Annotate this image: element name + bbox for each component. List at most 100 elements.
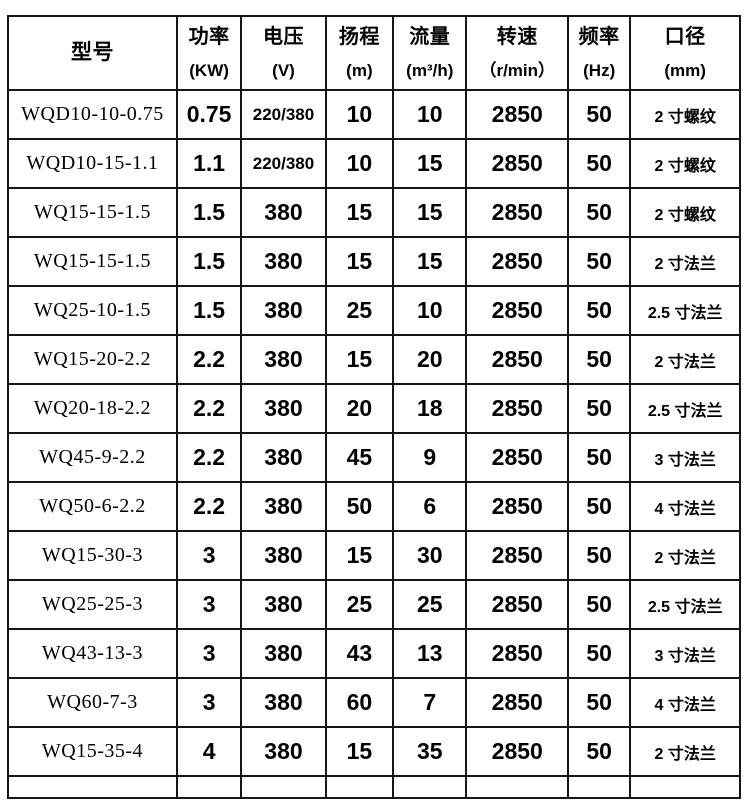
cell-speed: 2850: [465, 432, 570, 483]
col-header-flow: 流量 (m³/h): [392, 15, 468, 91]
cell-power: 1.5: [175, 236, 243, 287]
cell-voltage: 380: [240, 383, 327, 434]
col-header-label: 频率: [578, 26, 620, 49]
cell-empty: [567, 775, 632, 799]
cell-speed: 2850: [465, 236, 570, 287]
cell-frequency: 50: [567, 677, 632, 728]
table-row: WQ15-35-4 4 380 15 35 2850 50 2 寸法兰: [7, 726, 741, 777]
cell-speed: 2850: [465, 677, 570, 728]
cell-caliber: 2.5 寸法兰: [629, 285, 741, 336]
cell-power: 1.5: [175, 285, 243, 336]
cell-speed: 2850: [465, 530, 570, 581]
cell-speed: 2850: [465, 334, 570, 385]
cell-flow: 10: [392, 89, 468, 140]
cell-caliber: 2 寸螺纹: [629, 89, 741, 140]
cell-model: WQ15-15-1.5: [7, 187, 178, 238]
table-row: WQD10-15-1.1 1.1 220/380 10 15 2850 50 2 寸螺纹: [7, 138, 741, 189]
cell-model: WQ60-7-3: [7, 677, 178, 728]
cell-head: 15: [324, 334, 395, 385]
cell-power: 3: [175, 677, 243, 728]
cell-power: 2.2: [175, 334, 243, 385]
cell-head: 50: [324, 481, 395, 532]
cell-flow: 15: [392, 138, 468, 189]
cell-speed: 2850: [465, 481, 570, 532]
cell-frequency: 50: [567, 383, 632, 434]
cell-power: 2.2: [175, 383, 243, 434]
cell-power: 3: [175, 579, 243, 630]
cell-power: 2.2: [175, 432, 243, 483]
cell-head: 15: [324, 187, 395, 238]
cell-flow: 18: [392, 383, 468, 434]
cell-caliber: 4 寸法兰: [629, 677, 741, 728]
cell-caliber: 2.5 寸法兰: [629, 383, 741, 434]
cell-caliber: 2 寸螺纹: [629, 138, 741, 189]
cell-frequency: 50: [567, 579, 632, 630]
col-header-label: 电压: [262, 26, 304, 49]
cell-flow: 35: [392, 726, 468, 777]
cell-voltage: 380: [240, 187, 327, 238]
table-row: WQ25-10-1.5 1.5 380 25 10 2850 50 2.5 寸法兰: [7, 285, 741, 336]
col-header-label: 口径: [664, 26, 706, 49]
cell-frequency: 50: [567, 138, 632, 189]
table-row-partial: [7, 775, 741, 799]
cell-voltage: 380: [240, 579, 327, 630]
table-row: WQ15-15-1.5 1.5 380 15 15 2850 50 2 寸法兰: [7, 236, 741, 287]
col-header-unit: (Hz): [583, 60, 616, 80]
cell-frequency: 50: [567, 726, 632, 777]
cell-head: 45: [324, 432, 395, 483]
cell-speed: 2850: [465, 579, 570, 630]
cell-speed: 2850: [465, 726, 570, 777]
cell-flow: 9: [392, 432, 468, 483]
cell-head: 15: [324, 726, 395, 777]
cell-frequency: 50: [567, 187, 632, 238]
cell-speed: 2850: [465, 285, 570, 336]
col-header-head: 扬程 (m): [324, 15, 395, 91]
cell-flow: 20: [392, 334, 468, 385]
table-header: 型号 功率 (KW) 电压 (V) 扬程 (m) 流量 (m³/h) 转速 （r/min） 频率 (Hz…: [7, 15, 741, 91]
cell-caliber: 2 寸法兰: [629, 530, 741, 581]
col-header-power: 功率 (KW): [175, 15, 243, 91]
cell-caliber: 4 寸法兰: [629, 481, 741, 532]
cell-power: 2.2: [175, 481, 243, 532]
cell-empty: [175, 775, 243, 799]
cell-flow: 15: [392, 236, 468, 287]
cell-voltage: 220/380: [240, 89, 327, 140]
cell-model: WQ20-18-2.2: [7, 383, 178, 434]
pump-spec-table: 型号 功率 (KW) 电压 (V) 扬程 (m) 流量 (m³/h) 转速 （r/min） 频率 (Hz…: [7, 15, 741, 799]
header-row: 型号 功率 (KW) 电压 (V) 扬程 (m) 流量 (m³/h) 转速 （r/min） 频率 (Hz…: [7, 15, 741, 91]
col-header-unit: (V): [272, 60, 295, 80]
cell-frequency: 50: [567, 236, 632, 287]
col-header-speed: 转速 （r/min）: [465, 15, 570, 91]
cell-model: WQ15-35-4: [7, 726, 178, 777]
cell-caliber: 2 寸法兰: [629, 236, 741, 287]
cell-voltage: 380: [240, 481, 327, 532]
col-header-model: 型号: [7, 15, 178, 91]
cell-head: 10: [324, 89, 395, 140]
cell-voltage: 220/380: [240, 138, 327, 189]
table-row: WQD10-10-0.75 0.75 220/380 10 10 2850 50 2 寸螺纹: [7, 89, 741, 140]
cell-speed: 2850: [465, 138, 570, 189]
table-row: WQ20-18-2.2 2.2 380 20 18 2850 50 2.5 寸法兰: [7, 383, 741, 434]
cell-speed: 2850: [465, 89, 570, 140]
cell-flow: 10: [392, 285, 468, 336]
cell-model: WQ45-9-2.2: [7, 432, 178, 483]
cell-voltage: 380: [240, 726, 327, 777]
cell-flow: 25: [392, 579, 468, 630]
cell-head: 20: [324, 383, 395, 434]
cell-voltage: 380: [240, 628, 327, 679]
cell-model: WQD10-10-0.75: [7, 89, 178, 140]
cell-frequency: 50: [567, 628, 632, 679]
cell-power: 3: [175, 530, 243, 581]
table-row: WQ60-7-3 3 380 60 7 2850 50 4 寸法兰: [7, 677, 741, 728]
cell-voltage: 380: [240, 530, 327, 581]
cell-flow: 13: [392, 628, 468, 679]
cell-model: WQ25-25-3: [7, 579, 178, 630]
cell-caliber: 2 寸法兰: [629, 726, 741, 777]
col-header-unit: (m³/h): [406, 60, 454, 80]
cell-speed: 2850: [465, 628, 570, 679]
cell-flow: 30: [392, 530, 468, 581]
cell-caliber: 2 寸螺纹: [629, 187, 741, 238]
cell-voltage: 380: [240, 432, 327, 483]
col-header-voltage: 电压 (V): [240, 15, 327, 91]
cell-model: WQ15-20-2.2: [7, 334, 178, 385]
